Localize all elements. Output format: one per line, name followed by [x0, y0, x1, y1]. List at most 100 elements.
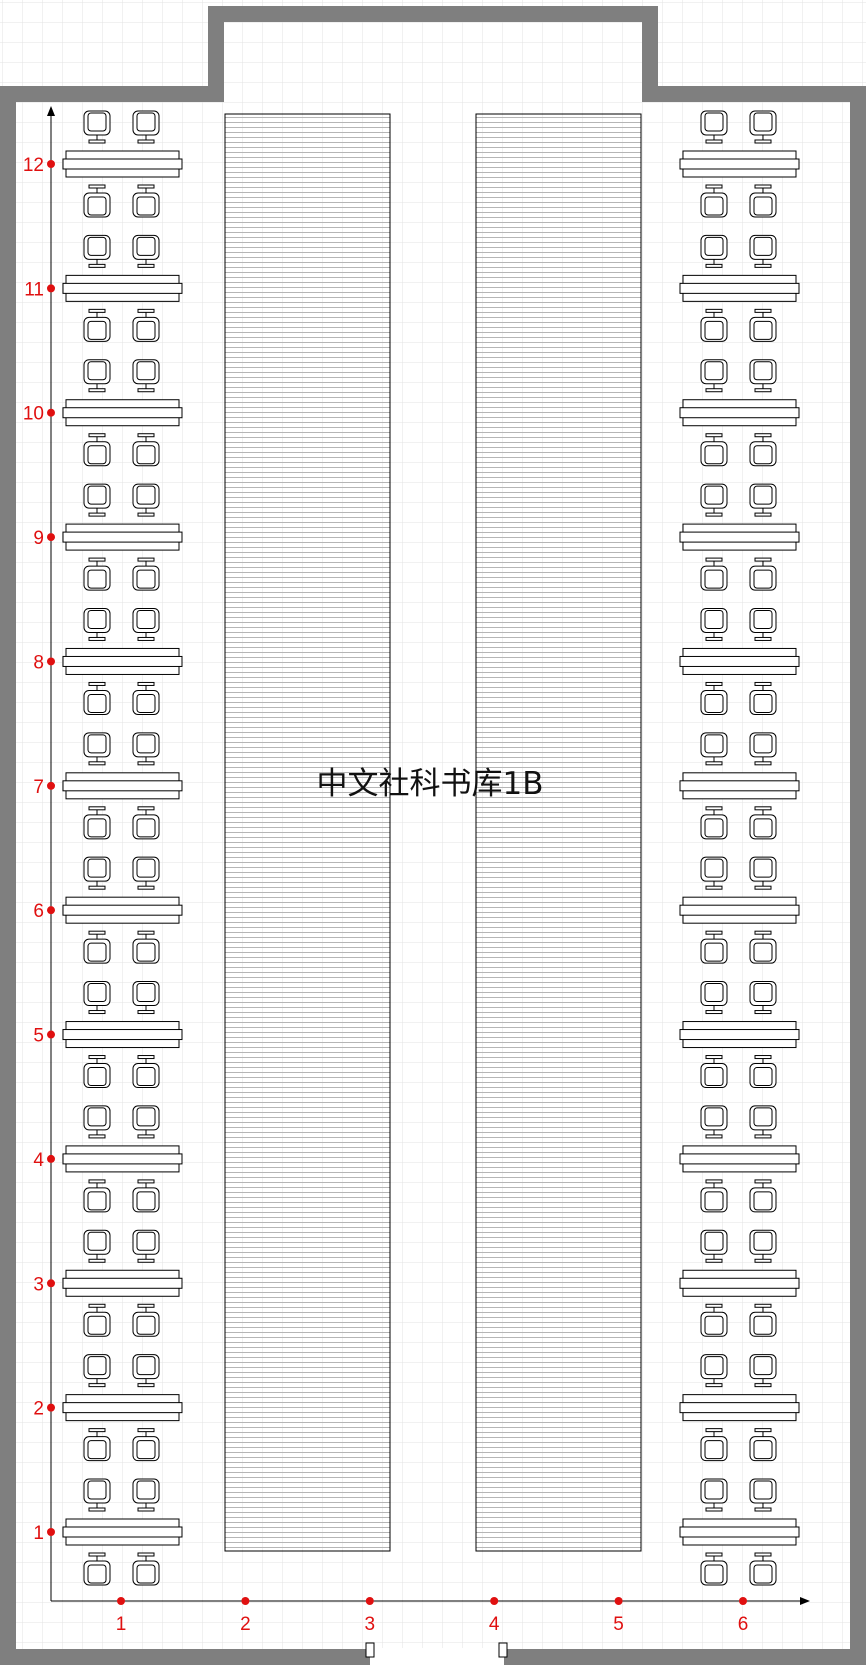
y-axis-label: 12 [23, 155, 44, 176]
chair-icon [132, 1179, 160, 1213]
y-axis-label: 3 [33, 1274, 44, 1295]
x-marker-dot [739, 1597, 747, 1605]
y-marker-dot [47, 906, 55, 915]
chair-icon [132, 1055, 160, 1089]
desk-group-left-1 [62, 1478, 183, 1586]
chair-icon [700, 1354, 728, 1388]
chair-icon [700, 234, 728, 268]
chair-icon [83, 433, 111, 467]
chair-icon [700, 1179, 728, 1213]
room-title: 中文社科书库1B [317, 766, 544, 802]
y-marker-dot [47, 781, 55, 790]
chair-icon [749, 1179, 777, 1213]
x-axis-label: 4 [489, 1614, 500, 1635]
door-post-left [365, 1642, 375, 1658]
chair-icon [83, 806, 111, 840]
y-marker-dot [47, 160, 55, 168]
chair-icon [132, 359, 160, 393]
chair-icon [83, 981, 111, 1015]
chair-icon [749, 806, 777, 840]
chair-icon [83, 234, 111, 268]
chair-icon [132, 732, 160, 766]
chair-icon [132, 184, 160, 218]
chair-icon [83, 1179, 111, 1213]
chair-icon [132, 1229, 160, 1263]
y-axis-arrow-icon [47, 106, 55, 116]
desk-group-right-12 [679, 110, 800, 218]
x-axis-label: 6 [738, 1614, 749, 1635]
chair-icon [700, 483, 728, 517]
chair-icon [749, 110, 777, 144]
bookshelf-left [224, 113, 391, 1552]
chair-icon [749, 607, 777, 641]
chair-icon [749, 1478, 777, 1512]
y-axis-label: 6 [33, 901, 44, 922]
chair-icon [749, 557, 777, 591]
desk-group-left-4 [62, 1105, 183, 1213]
x-axis-markers: 1 2 3 4 5 6 [116, 1597, 749, 1635]
chair-icon [132, 1354, 160, 1388]
chair-icon [700, 433, 728, 467]
chair-icon [700, 1303, 728, 1337]
desk-group-left-7 [62, 732, 183, 840]
chair-icon [749, 308, 777, 342]
chair-icon [132, 234, 160, 268]
chair-icon [83, 681, 111, 715]
desk-group-left-3 [62, 1229, 183, 1337]
desk-group-right-3 [679, 1229, 800, 1337]
chair-icon [700, 1229, 728, 1263]
desk-group-right-9 [679, 483, 800, 591]
desk-group-right-4 [679, 1105, 800, 1213]
desk-group-right-5 [679, 981, 800, 1089]
chair-icon [700, 681, 728, 715]
chair-icon [749, 483, 777, 517]
y-axis-label: 9 [33, 528, 44, 549]
desk-column-right [679, 110, 800, 1586]
chair-icon [132, 1552, 160, 1586]
desk-group-right-7 [679, 732, 800, 840]
door-post-right [498, 1642, 508, 1658]
chair-icon [83, 1055, 111, 1089]
chair-icon [749, 234, 777, 268]
chair-icon [132, 607, 160, 641]
y-marker-dot [47, 1030, 55, 1039]
x-axis-arrow-icon [800, 1597, 810, 1605]
chair-icon [132, 110, 160, 144]
chair-icon [700, 308, 728, 342]
chair-icon [749, 1354, 777, 1388]
desk-group-left-2 [62, 1354, 183, 1462]
x-axis-label: 5 [613, 1614, 624, 1635]
chair-icon [132, 1303, 160, 1337]
desk-group-right-1 [679, 1478, 800, 1586]
chair-icon [132, 681, 160, 715]
desk-group-left-5 [62, 981, 183, 1089]
chair-icon [700, 1055, 728, 1089]
y-axis-label: 7 [33, 777, 44, 798]
chair-icon [749, 1055, 777, 1089]
x-axis-label: 2 [240, 1614, 251, 1635]
desk-group-right-2 [679, 1354, 800, 1462]
chair-icon [83, 1229, 111, 1263]
chair-icon [700, 1478, 728, 1512]
y-axis-label: 8 [33, 652, 44, 673]
y-axis-label: 4 [33, 1150, 44, 1171]
chair-icon [700, 1105, 728, 1139]
chair-icon [132, 930, 160, 964]
chair-icon [83, 1354, 111, 1388]
chair-icon [132, 1478, 160, 1512]
y-axis-label: 10 [23, 404, 44, 425]
chair-icon [83, 359, 111, 393]
desk-group-left-8 [62, 607, 183, 715]
chair-icon [132, 433, 160, 467]
chair-icon [700, 359, 728, 393]
chair-icon [132, 483, 160, 517]
chair-icon [749, 184, 777, 218]
desk-group-right-11 [679, 234, 800, 342]
chair-icon [749, 856, 777, 890]
room-wall [0, 6, 866, 1665]
desk-group-left-10 [62, 359, 183, 467]
x-marker-dot [241, 1597, 250, 1605]
y-axis-label: 2 [33, 1399, 44, 1420]
chair-icon [83, 732, 111, 766]
